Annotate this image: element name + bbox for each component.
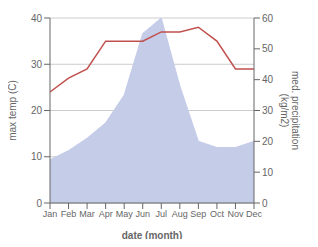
svg-text:date (month): date (month) [122,230,183,239]
svg-text:max temp (C): max temp (C) [8,80,18,141]
svg-text:Aug: Aug [172,209,188,219]
svg-text:Oct: Oct [210,209,225,219]
svg-text:Mar: Mar [79,209,95,219]
svg-text:Nov: Nov [227,209,244,219]
svg-text:20: 20 [262,136,274,147]
svg-text:50: 50 [262,43,274,54]
svg-text:10: 10 [262,167,274,178]
svg-text:Feb: Feb [61,209,77,219]
svg-text:Apr: Apr [99,209,113,219]
svg-text:0: 0 [36,198,42,209]
svg-text:30: 30 [262,105,274,116]
svg-text:40: 40 [31,13,43,24]
svg-text:Jun: Jun [135,209,150,219]
svg-text:May: May [116,209,134,219]
svg-text:20: 20 [31,105,43,116]
svg-text:10: 10 [31,151,43,162]
svg-text:med. precipitation(kg/m2): med. precipitation(kg/m2) [279,71,301,150]
svg-text:Jul: Jul [156,209,168,219]
svg-text:Sep: Sep [190,209,206,219]
svg-text:0: 0 [262,198,268,209]
svg-text:60: 60 [262,13,274,24]
svg-text:40: 40 [262,74,274,85]
svg-text:Dec: Dec [246,209,263,219]
svg-text:30: 30 [31,59,43,70]
svg-text:Jan: Jan [43,209,58,219]
